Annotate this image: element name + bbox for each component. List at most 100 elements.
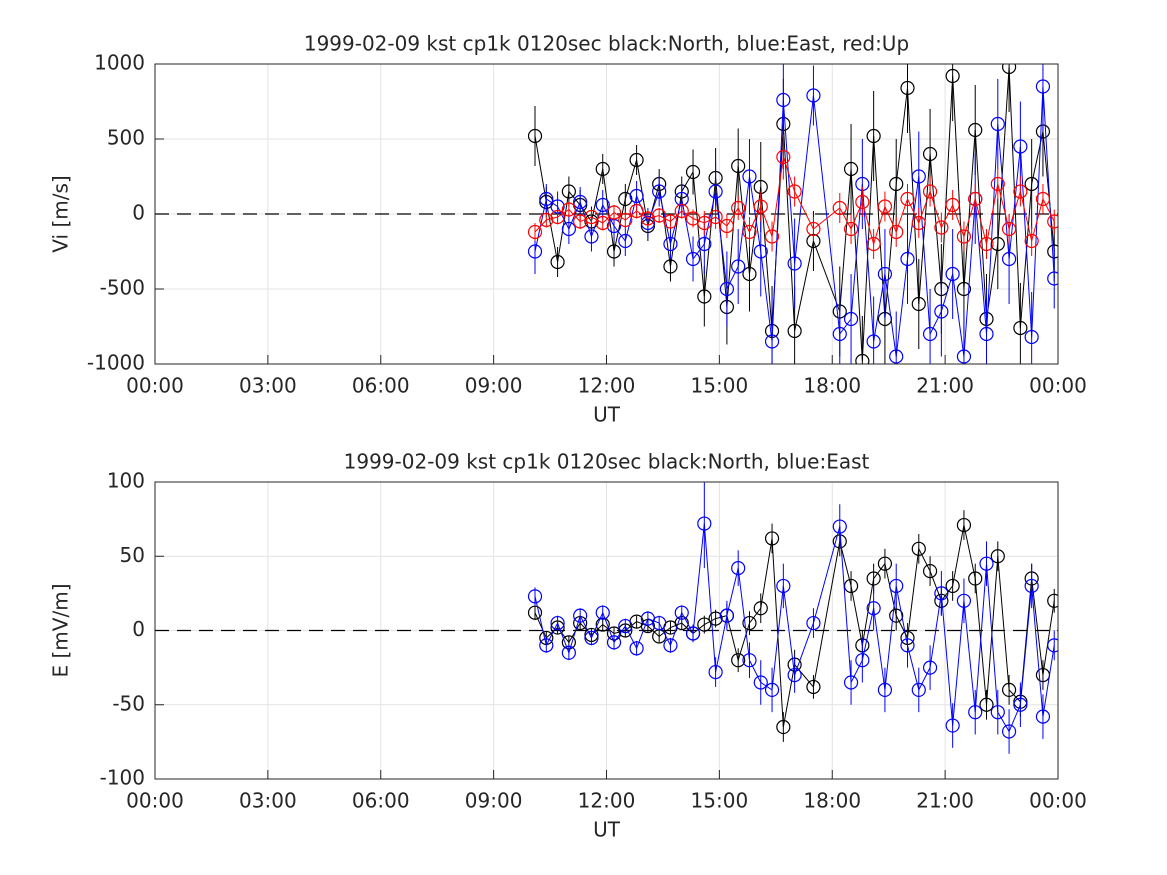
marker xyxy=(618,191,633,207)
marker xyxy=(708,184,723,199)
marker xyxy=(990,549,1005,564)
marker xyxy=(1013,320,1028,336)
marker xyxy=(674,203,689,219)
marker xyxy=(1001,221,1017,237)
marker xyxy=(708,611,723,626)
marker xyxy=(1047,638,1058,653)
marker xyxy=(956,593,972,608)
marker xyxy=(663,214,678,229)
marker xyxy=(911,296,926,312)
marker xyxy=(742,653,757,668)
marker xyxy=(806,615,821,631)
marker xyxy=(742,169,757,184)
marker xyxy=(776,92,791,108)
x-tick-label: 06:00 xyxy=(352,789,410,813)
marker xyxy=(527,128,543,144)
x-tick-label: 09:00 xyxy=(465,789,523,813)
y-tick-label: -1000 xyxy=(87,351,145,375)
marker xyxy=(1047,271,1058,286)
marker xyxy=(832,519,847,534)
marker xyxy=(550,209,565,225)
marker xyxy=(843,311,859,327)
marker xyxy=(843,675,859,690)
marker xyxy=(776,578,791,594)
marker xyxy=(742,615,757,631)
marker xyxy=(866,236,881,252)
marker xyxy=(1001,682,1017,698)
marker xyxy=(911,215,926,231)
y-tick-label: 500 xyxy=(107,126,145,150)
marker xyxy=(990,176,1005,192)
marker xyxy=(708,209,723,225)
marker xyxy=(968,705,983,720)
marker xyxy=(1024,233,1039,249)
marker xyxy=(697,236,712,252)
marker xyxy=(776,149,791,165)
marker xyxy=(539,212,554,228)
x-tick-label: 21:00 xyxy=(916,789,974,813)
x-tick-label: 00:00 xyxy=(1029,789,1087,813)
marker xyxy=(629,203,644,219)
marker xyxy=(629,188,644,204)
data-layer xyxy=(155,482,1058,754)
marker xyxy=(719,218,735,234)
marker xyxy=(922,184,938,199)
marker xyxy=(956,229,972,244)
marker xyxy=(527,224,543,240)
marker xyxy=(595,197,610,213)
marker xyxy=(922,563,938,579)
marker xyxy=(968,191,983,207)
marker xyxy=(843,221,859,237)
marker xyxy=(697,215,712,231)
marker xyxy=(663,638,678,653)
marker xyxy=(1035,191,1051,207)
chart-title: 1999-02-09 kst cp1k 0120sec black:North,… xyxy=(344,450,870,474)
marker xyxy=(753,601,768,616)
marker xyxy=(787,667,802,683)
marker xyxy=(934,586,949,601)
marker xyxy=(539,191,554,207)
x-tick-label: 15:00 xyxy=(691,374,749,398)
marker xyxy=(776,719,791,735)
marker xyxy=(922,146,938,162)
data-layer xyxy=(155,64,1058,364)
marker xyxy=(866,128,881,144)
marker xyxy=(652,615,667,631)
marker xyxy=(606,244,622,259)
marker xyxy=(806,88,821,103)
marker xyxy=(922,660,938,675)
x-axis-label: UT xyxy=(593,818,621,842)
y-tick-label: 0 xyxy=(132,617,145,641)
marker xyxy=(990,705,1005,720)
marker xyxy=(990,116,1005,132)
marker xyxy=(1047,214,1058,229)
marker xyxy=(855,353,870,364)
marker xyxy=(900,638,915,653)
marker xyxy=(595,161,610,177)
marker xyxy=(911,169,926,184)
marker xyxy=(527,244,543,259)
marker xyxy=(956,281,972,297)
marker xyxy=(1001,251,1017,267)
marker xyxy=(889,608,904,623)
y-axis-label: E [mV/m] xyxy=(49,584,73,678)
marker xyxy=(877,556,893,571)
marker xyxy=(843,161,859,177)
marker xyxy=(685,164,701,180)
y-tick-label: 50 xyxy=(120,543,145,567)
marker xyxy=(663,259,678,274)
marker xyxy=(889,349,904,364)
marker xyxy=(1035,79,1051,94)
marker xyxy=(945,718,960,733)
x-tick-label: 12:00 xyxy=(578,374,636,398)
marker xyxy=(911,682,926,698)
marker xyxy=(742,266,757,282)
x-tick-label: 15:00 xyxy=(691,789,749,813)
marker xyxy=(606,205,622,220)
marker xyxy=(764,334,780,349)
marker xyxy=(956,349,972,364)
marker xyxy=(618,233,633,249)
marker xyxy=(945,68,960,84)
marker xyxy=(550,254,565,270)
marker xyxy=(561,202,576,217)
